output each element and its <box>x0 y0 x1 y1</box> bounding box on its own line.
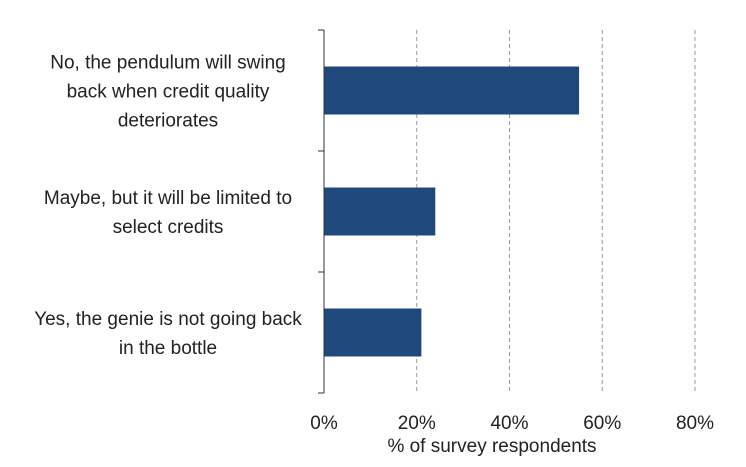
category-label: Yes, the genie is not going back in the b… <box>34 309 302 359</box>
x-tick-label: 40% <box>490 413 528 434</box>
bar <box>324 308 422 357</box>
y-axis <box>318 29 325 394</box>
category-label: No, the pendulum will swing back when cre… <box>50 53 286 132</box>
category-label-line: Maybe, but it will be limited to <box>44 188 292 209</box>
category-label: Maybe, but it will be limited to select c… <box>44 188 292 238</box>
category-label-line: deteriorates <box>118 111 218 132</box>
category-label-line: in the bottle <box>119 338 217 359</box>
x-tick-labels: 0% 20% 40% 60% 80% <box>310 413 714 434</box>
category-label-line: back when credit quality <box>67 82 270 103</box>
x-axis-title: % of survey respondents <box>387 436 596 457</box>
category-labels: No, the pendulum will swing back when cre… <box>34 53 302 360</box>
x-tick-label: 80% <box>676 413 714 434</box>
category-label-line: No, the pendulum will swing <box>50 53 286 74</box>
bar <box>324 66 580 115</box>
x-tick-label: 0% <box>310 413 338 434</box>
bars <box>324 66 580 357</box>
x-tick-label: 60% <box>583 413 621 434</box>
category-label-line: Yes, the genie is not going back <box>34 309 302 330</box>
category-label-line: select credits <box>113 217 224 238</box>
bar <box>324 187 436 236</box>
x-tick-label: 20% <box>398 413 436 434</box>
